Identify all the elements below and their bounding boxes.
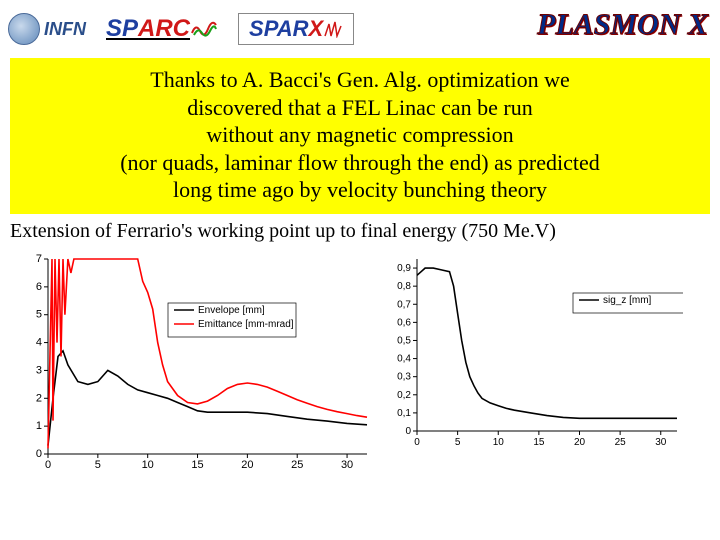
sparc-arc: ARC <box>138 15 190 43</box>
svg-text:5: 5 <box>95 459 101 471</box>
subtitle-text: Extension of Ferrario's working point up… <box>10 220 710 243</box>
logo-sparx: SPARX <box>238 13 354 45</box>
svg-text:5: 5 <box>455 437 461 448</box>
svg-text:10: 10 <box>142 459 154 471</box>
svg-text:0: 0 <box>405 426 411 437</box>
sparc-wave-icon <box>190 19 218 39</box>
chart-sigz: 0 0,1 0,2 0,3 0,4 0,5 0,6 0,7 0,8 0,9 0 5 10 15 20 25 30… <box>383 253 683 453</box>
highlight-line-1: Thanks to A. Bacci's Gen. Alg. optimizat… <box>20 66 700 94</box>
svg-text:0,1: 0,1 <box>397 407 411 418</box>
highlight-line-3: without any magnetic compression <box>20 121 700 149</box>
svg-text:25: 25 <box>291 459 303 471</box>
svg-text:0,6: 0,6 <box>397 317 411 328</box>
logo-infn: INFN <box>8 13 86 45</box>
svg-text:30: 30 <box>341 459 353 471</box>
svg-text:4: 4 <box>36 336 42 348</box>
sparx-fan-icon <box>323 20 343 38</box>
svg-text:sig_z [mm]: sig_z [mm] <box>603 295 652 306</box>
highlight-line-2: discovered that a FEL Linac can be run <box>20 94 700 122</box>
charts-row: 0 1 2 3 4 5 6 7 0 5 10 15 20 25 30 Envelope [mm] Emittan… <box>0 243 720 478</box>
svg-text:10: 10 <box>493 437 505 448</box>
svg-text:0,4: 0,4 <box>397 353 411 364</box>
svg-text:5: 5 <box>36 308 42 320</box>
highlight-line-4: (nor quads, laminar flow through the end… <box>20 149 700 177</box>
svg-text:0,8: 0,8 <box>397 281 411 292</box>
highlight-box: Thanks to A. Bacci's Gen. Alg. optimizat… <box>10 58 710 214</box>
svg-text:0,9: 0,9 <box>397 263 411 274</box>
sparx-x: X <box>309 16 324 42</box>
svg-text:20: 20 <box>574 437 586 448</box>
svg-text:Envelope [mm]: Envelope [mm] <box>198 305 265 316</box>
svg-text:0,7: 0,7 <box>397 299 411 310</box>
svg-text:1: 1 <box>36 420 42 432</box>
svg-text:30: 30 <box>655 437 667 448</box>
svg-text:0: 0 <box>36 448 42 460</box>
svg-text:6: 6 <box>36 280 42 292</box>
plasmon-x-title: PLASMON X <box>537 8 708 42</box>
sparc-sp: SP <box>106 15 138 43</box>
infn-label: INFN <box>44 19 86 40</box>
sparx-spar: SPAR <box>249 16 309 42</box>
svg-text:0,5: 0,5 <box>397 335 411 346</box>
svg-text:7: 7 <box>36 253 42 265</box>
chart-envelope-emittance: 0 1 2 3 4 5 6 7 0 5 10 15 20 25 30 Envelope [mm] Emittan… <box>18 253 373 478</box>
svg-text:20: 20 <box>241 459 253 471</box>
svg-text:15: 15 <box>191 459 203 471</box>
infn-globe-icon <box>8 13 40 45</box>
logo-sparc: SPARC <box>106 15 218 43</box>
svg-text:2: 2 <box>36 392 42 404</box>
svg-text:15: 15 <box>533 437 545 448</box>
svg-text:0: 0 <box>414 437 420 448</box>
svg-text:0: 0 <box>45 459 51 471</box>
highlight-line-5: long time ago by velocity bunching theor… <box>20 176 700 204</box>
header-bar: INFN SPARC SPARX PLASMON X <box>0 0 720 58</box>
svg-text:3: 3 <box>36 364 42 376</box>
svg-text:0,3: 0,3 <box>397 371 411 382</box>
svg-text:25: 25 <box>615 437 627 448</box>
svg-text:Emittance [mm-mrad]: Emittance [mm-mrad] <box>198 319 294 330</box>
svg-text:0,2: 0,2 <box>397 389 411 400</box>
